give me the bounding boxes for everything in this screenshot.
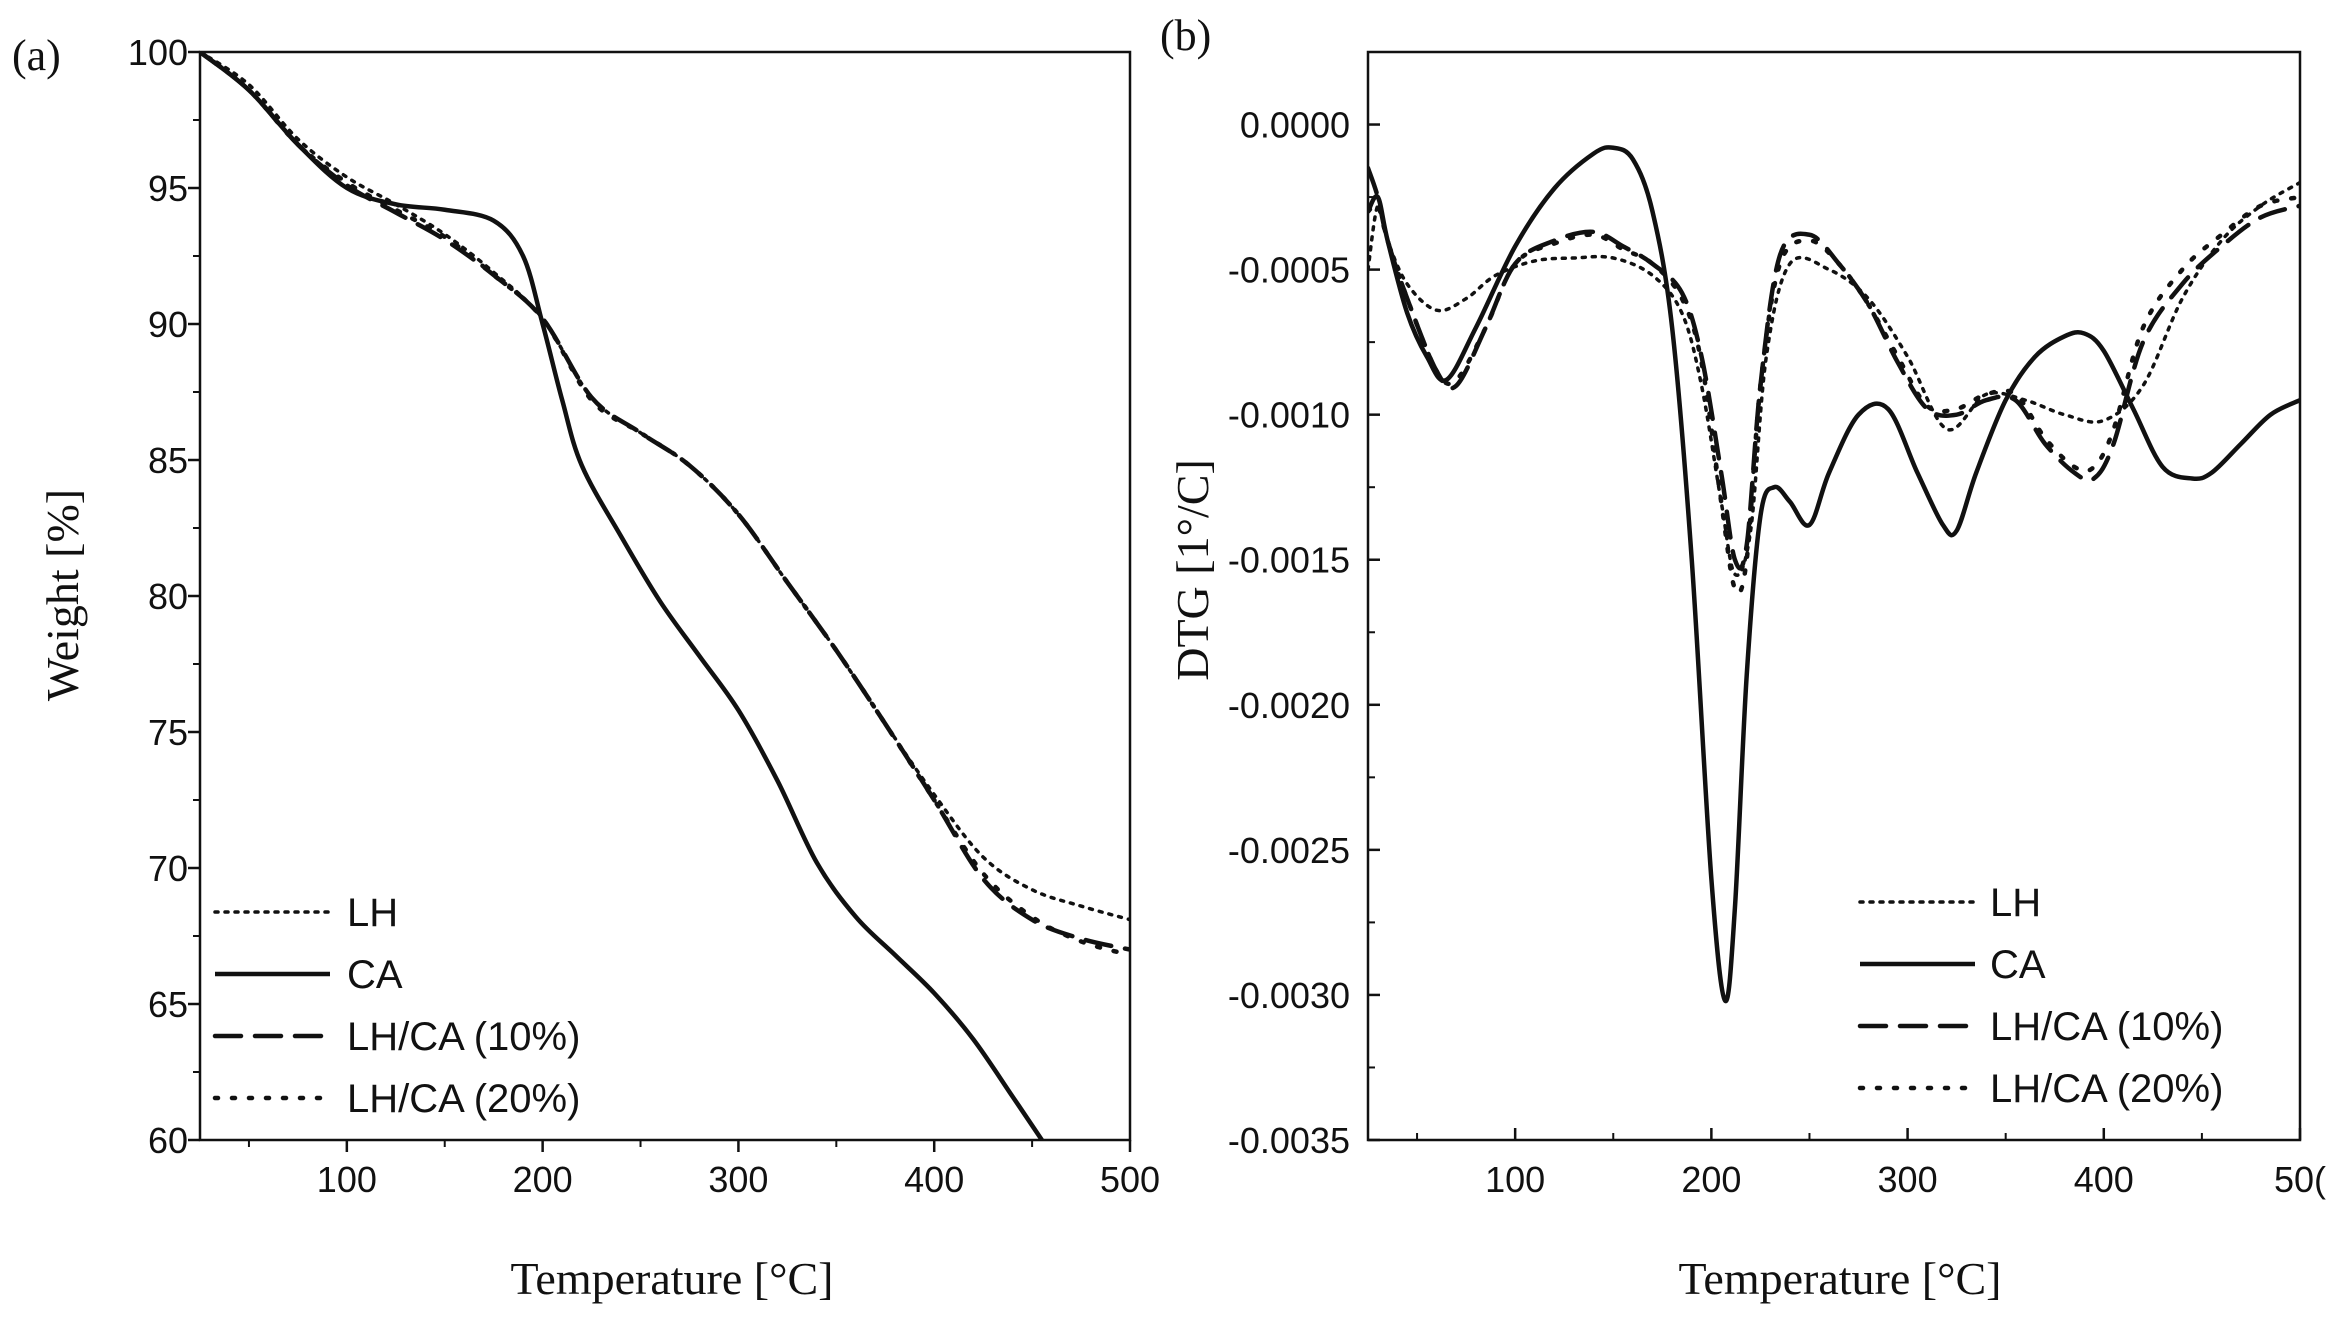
y-tick-label: 95 [148, 168, 188, 209]
x-tick-label: 50( [2274, 1159, 2326, 1200]
y-tick-label: -0.0010 [1228, 395, 1350, 436]
plot-frame [1366, 50, 2302, 1142]
y-tick-label: 0.0000 [1240, 105, 1350, 146]
y-tick-label: 100 [128, 32, 188, 73]
y-tick-label: 90 [148, 304, 188, 345]
panel-a-x-axis-title: Temperature [°C] [511, 1253, 834, 1304]
panel-a-y-axis-title: Weight [%] [37, 489, 88, 701]
x-tick-label: 200 [1681, 1159, 1741, 1200]
y-tick-label: 85 [148, 440, 188, 481]
series-line-lh-ca-20 [200, 52, 1130, 958]
panel-b-label: (b) [1160, 11, 1211, 60]
legend-label: CA [1990, 943, 2046, 987]
panel-b-axes: 100 200 300 400 50( 0.0000 -0.0005 -0.0010 -0.00… [1228, 50, 2326, 1200]
panel-b-x-axis-title: Temperature [°C] [1679, 1253, 2002, 1304]
x-tick-label: 400 [2074, 1159, 2134, 1200]
panel-b-y-axis-title: DTG [1°/C] [1167, 459, 1218, 681]
panel-b-legend: LH CA LH/CA (10%) LH/CA (20%) [1857, 881, 2223, 1111]
legend-label: LH/CA (10%) [347, 1015, 580, 1059]
legend-label: LH/CA (10%) [1990, 1005, 2223, 1049]
y-tick-label: 80 [148, 576, 188, 617]
y-tick-label: -0.0030 [1228, 975, 1350, 1016]
panel-a-legend: LH CA LH/CA (10%) LH/CA (20%) [212, 891, 580, 1121]
series-line-lh-ca-10 [200, 52, 1130, 952]
x-tick-label: 100 [317, 1159, 377, 1200]
panel-b-series [1368, 145, 2300, 1004]
series-line-ca [200, 52, 1044, 1140]
y-tick-label: -0.0015 [1228, 540, 1350, 581]
legend-label: LH [1990, 881, 2041, 925]
y-tick-label: -0.0020 [1228, 685, 1350, 726]
x-tick-label: 300 [1878, 1159, 1938, 1200]
plot-frame [198, 50, 1132, 1142]
y-tick-label: 75 [148, 712, 188, 753]
series-line-lh-ca-10 [1368, 165, 2300, 571]
y-tick-label: -0.0005 [1228, 250, 1350, 291]
panel-a-weight-chart: (a) 100 200 300 400 500 60 65 70 75 80 85 90 95 100 T… [12, 31, 1160, 1304]
y-tick-label: 70 [148, 848, 188, 889]
x-tick-label: 500 [1100, 1159, 1160, 1200]
y-tick-label: 60 [148, 1120, 188, 1161]
panel-b-dtg-chart: (b) 100 200 300 400 50( 0.0000 -0.0005 -0.0010 -… [1160, 11, 2326, 1304]
legend-label: LH/CA (20%) [1990, 1067, 2223, 1111]
x-tick-label: 300 [708, 1159, 768, 1200]
series-line-ca [1368, 145, 2300, 1004]
legend-label: CA [347, 953, 403, 997]
y-tick-label: 65 [148, 984, 188, 1025]
panel-a-series [200, 52, 1130, 1140]
series-line-lh [1368, 180, 2300, 577]
y-tick-label: -0.0035 [1228, 1120, 1350, 1161]
y-tick-label: -0.0025 [1228, 830, 1350, 871]
legend-label: LH/CA (20%) [347, 1077, 580, 1121]
panel-a-axes: 100 200 300 400 500 60 65 70 75 80 85 90 95 100 [128, 32, 1160, 1200]
panel-a-label: (a) [12, 31, 61, 80]
x-tick-label: 100 [1485, 1159, 1545, 1200]
legend-label: LH [347, 891, 398, 935]
x-tick-label: 400 [904, 1159, 964, 1200]
x-tick-label: 200 [513, 1159, 573, 1200]
